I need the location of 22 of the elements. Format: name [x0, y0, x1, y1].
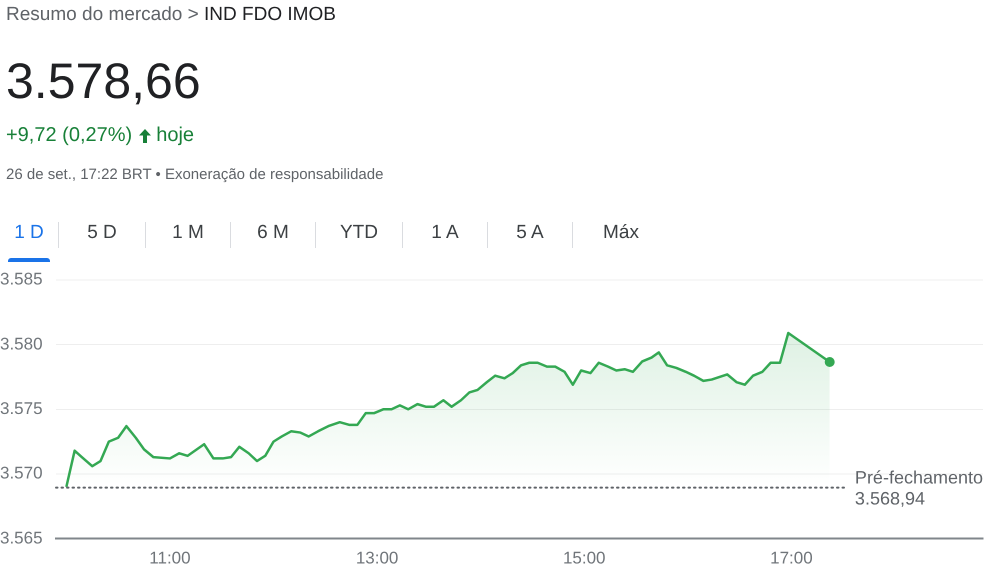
y-tick-label: 3.565 — [0, 528, 43, 548]
text: 5 D — [86, 221, 118, 245]
text: +9,72 (0,27%) hoje — [6, 124, 194, 146]
text: 1 A — [430, 221, 460, 245]
y-tick-label: 3.585 — [0, 270, 43, 289]
text: 1 M — [171, 221, 205, 245]
text: YTD — [339, 221, 379, 245]
x-tick-label: 17:00 — [770, 548, 813, 568]
chart-subtitle: 3.578,66 — [6, 52, 201, 110]
y-tick-label: 3.570 — [0, 464, 43, 483]
ref-line-label: Pré-fechamento 3.568,94 — [854, 468, 984, 509]
chart-title: Resumo do mercado > IND FDO IMOB — [6, 4, 336, 26]
text: 6 M — [256, 221, 290, 245]
text: Máx — [602, 221, 640, 245]
text: 5 A — [515, 221, 545, 245]
x-tick-label: 11:00 — [149, 548, 191, 568]
y-tick-label: 3.580 — [0, 334, 43, 354]
y-tick-label: 3.575 — [0, 398, 43, 418]
text: 26 de set., 17:22 BRT • Exoneração de responsabilidade — [6, 166, 384, 183]
x-tick-label: 15:00 — [562, 548, 606, 568]
text: 1 D — [0, 218, 58, 256]
x-tick-label: 13:00 — [356, 548, 398, 568]
